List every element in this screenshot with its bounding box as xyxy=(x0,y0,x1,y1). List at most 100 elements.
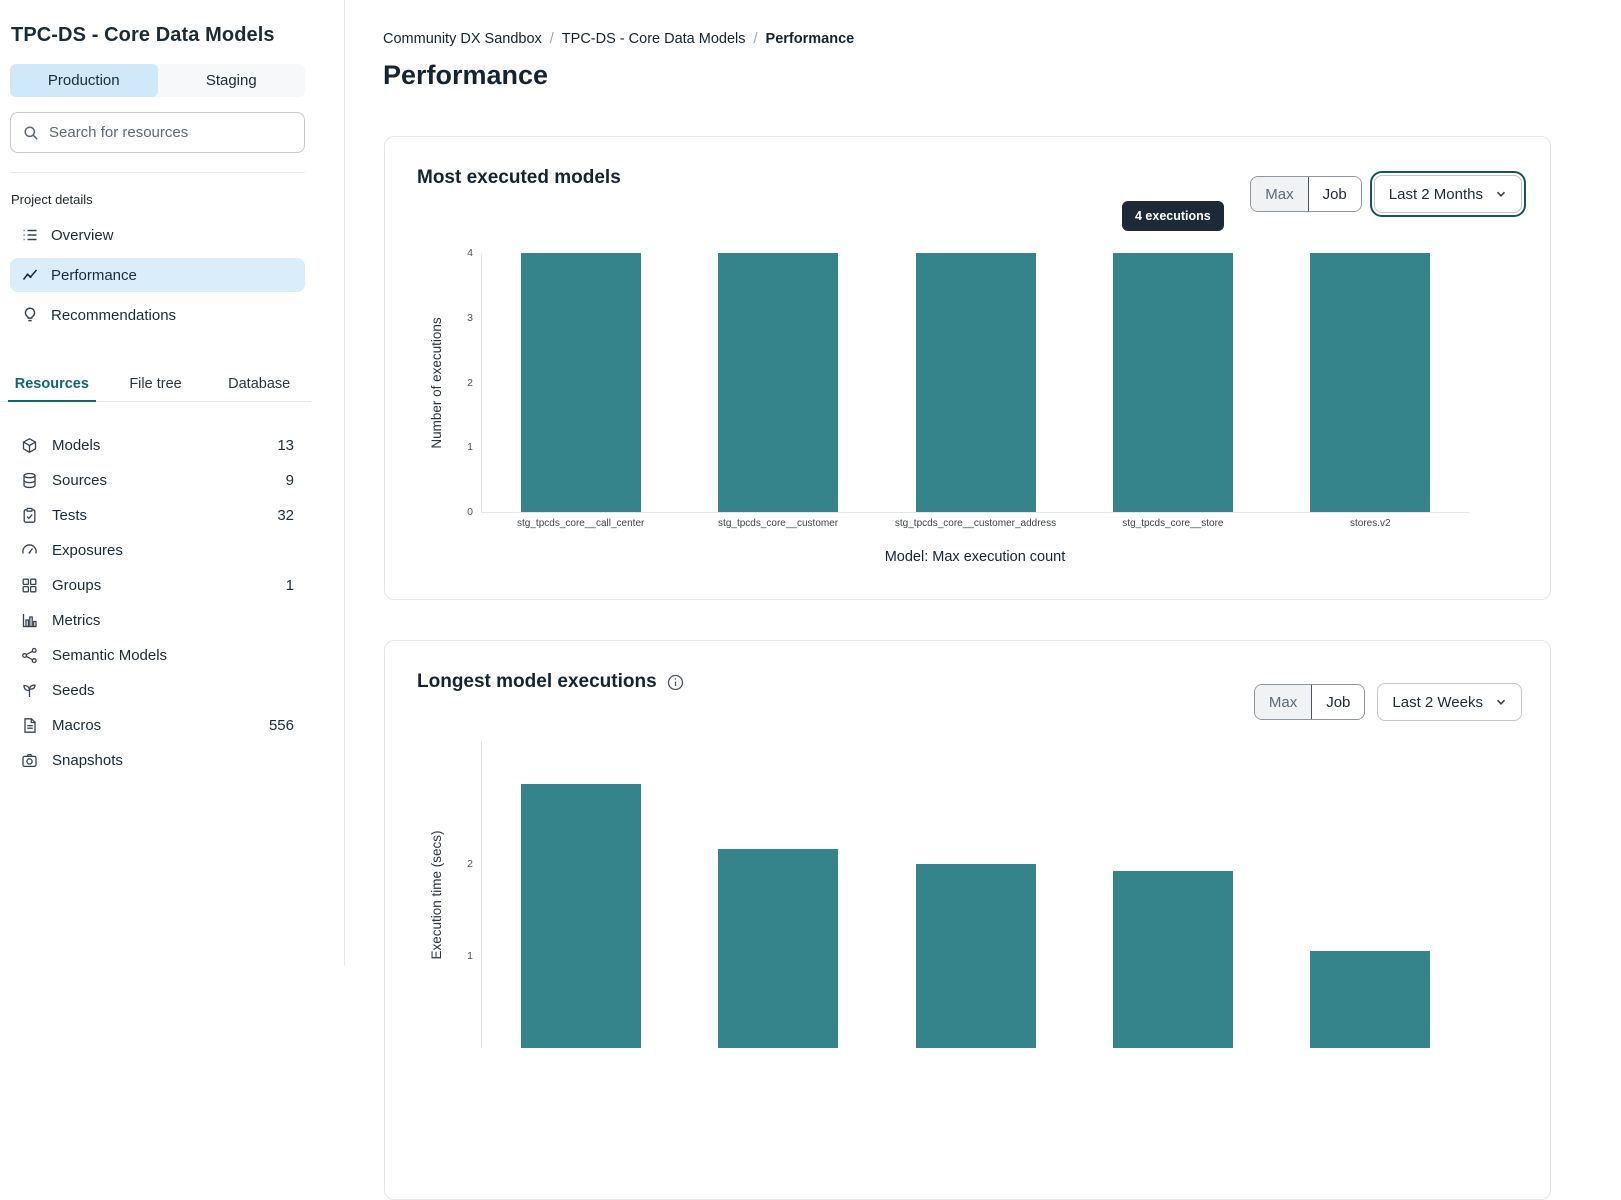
date-range-value: Last 2 Weeks xyxy=(1392,693,1483,711)
tab-resources[interactable]: Resources xyxy=(0,367,104,402)
bar-col-1[interactable] xyxy=(520,783,641,1048)
max-job-toggle: Max Job xyxy=(1250,176,1362,212)
breadcrumb-separator: / xyxy=(549,31,554,47)
y-tick-label: 3 xyxy=(467,311,473,324)
resource-label: Groups xyxy=(52,577,102,594)
info-icon[interactable] xyxy=(667,674,684,691)
share-nodes-icon xyxy=(21,647,38,664)
gauge-icon xyxy=(21,542,38,559)
sidebar-item-label: Recommendations xyxy=(51,306,177,324)
resource-label: Tests xyxy=(52,507,88,524)
sidebar-item-performance[interactable]: Performance xyxy=(10,258,305,292)
max-button[interactable]: Max xyxy=(1251,177,1308,211)
x-tick-label: stores.v2 xyxy=(1350,518,1391,529)
x-tick-label: stg_tpcds_core__customer_address xyxy=(894,518,1057,529)
resource-count: 556 xyxy=(268,717,294,734)
x-tick-label: stg_tpcds_core__store xyxy=(1122,518,1224,529)
file-icon xyxy=(21,717,38,734)
breadcrumb: Community DX Sandbox / TPC-DS - Core Dat… xyxy=(383,31,854,47)
bar-stg_tpcds_core__call_center[interactable] xyxy=(520,253,641,512)
sidebar-item-overview[interactable]: Overview xyxy=(10,218,305,252)
bar-col-2[interactable] xyxy=(718,849,839,1048)
bar-col-3[interactable] xyxy=(915,864,1036,1048)
main-content: Community DX Sandbox / TPC-DS - Core Dat… xyxy=(346,0,1621,1200)
bar-stg_tpcds_core__customer_address[interactable] xyxy=(915,253,1036,512)
list-icon xyxy=(21,226,39,244)
most-executed-models-card: Most executed models Max Job Last 2 Mont… xyxy=(384,136,1551,600)
y-tick-label: 0 xyxy=(467,506,473,518)
x-tick-label: stg_tpcds_core__call_center xyxy=(517,518,645,529)
sidebar-item-label: Overview xyxy=(51,226,114,244)
resource-tabs: Resources File tree Database xyxy=(0,367,311,402)
sprout-icon xyxy=(21,682,38,699)
most-executed-models-chart: stg_tpcds_core__call_center stg_tpcds_cor… xyxy=(429,247,1469,529)
project-details-label: Project details xyxy=(11,192,93,207)
resource-label: Sources xyxy=(52,472,108,489)
tab-database[interactable]: Database xyxy=(228,376,291,392)
sidebar-divider xyxy=(10,172,305,173)
resource-count: 13 xyxy=(277,437,294,454)
sidebar-item-recommendations[interactable]: Recommendations xyxy=(10,298,305,332)
max-job-toggle: Max Job xyxy=(1253,684,1366,720)
lightbulb-icon xyxy=(21,306,39,324)
search-icon xyxy=(23,125,39,141)
chart-line-icon xyxy=(21,266,39,284)
bar-col-4[interactable] xyxy=(1112,871,1233,1048)
clipboard-icon xyxy=(21,507,38,524)
environment-tabs: Production Staging xyxy=(10,64,305,97)
max-button[interactable]: Max xyxy=(1254,685,1312,719)
y-axis-title: Number of executions xyxy=(429,317,444,449)
bar-stg_tpcds_core__store[interactable] xyxy=(1112,253,1233,512)
resource-search[interactable] xyxy=(10,112,305,153)
resource-label: Metrics xyxy=(52,612,101,629)
x-axis-title: Model: Max execution count xyxy=(884,549,1066,565)
bar-chart-icon xyxy=(21,612,38,629)
project-nav: Overview Performance Recommendations xyxy=(10,218,305,332)
project-title: TPC-DS - Core Data Models xyxy=(11,24,275,46)
resource-count: 1 xyxy=(285,577,294,594)
breadcrumb-account[interactable]: Community DX Sandbox xyxy=(383,31,542,47)
y-tick-label: 1 xyxy=(467,441,473,454)
sidebar: TPC-DS - Core Data Models Production Sta… xyxy=(0,0,345,966)
sidebar-item-seeds[interactable]: Seeds xyxy=(10,673,305,708)
sidebar-item-macros[interactable]: Macros 556 xyxy=(10,708,305,743)
job-button[interactable]: Job xyxy=(1311,685,1365,719)
cube-icon xyxy=(21,437,38,454)
date-range-select[interactable]: Last 2 Months xyxy=(1369,171,1527,217)
camera-icon xyxy=(21,752,38,769)
tab-staging[interactable]: Staging xyxy=(158,64,306,97)
bar-tooltip: 4 executions xyxy=(1122,201,1224,231)
date-range-value: Last 2 Months xyxy=(1388,185,1483,203)
job-button[interactable]: Job xyxy=(1307,177,1361,211)
breadcrumb-project[interactable]: TPC-DS - Core Data Models xyxy=(561,31,746,47)
resource-label: Exposures xyxy=(52,542,123,559)
breadcrumb-current: Performance xyxy=(765,31,855,47)
breadcrumb-separator: / xyxy=(753,31,758,47)
sidebar-item-sources[interactable]: Sources 9 xyxy=(10,463,305,498)
sidebar-item-tests[interactable]: Tests 32 xyxy=(10,498,305,533)
database-icon xyxy=(21,472,38,489)
y-axis-title: Execution time (secs) xyxy=(429,829,444,960)
sidebar-item-models[interactable]: Models 13 xyxy=(10,428,305,463)
sidebar-item-snapshots[interactable]: Snapshots xyxy=(10,743,305,778)
date-range-select[interactable]: Last 2 Weeks xyxy=(1377,683,1522,721)
resource-label: Macros xyxy=(52,717,102,734)
page-title: Performance xyxy=(383,60,549,90)
card-title: Most executed models xyxy=(417,167,621,188)
sidebar-item-exposures[interactable]: Exposures xyxy=(10,533,305,568)
sidebar-item-semantic-models[interactable]: Semantic Models xyxy=(10,638,305,673)
y-tick-label: 2 xyxy=(467,376,473,389)
card-title: Longest model executions xyxy=(417,671,657,692)
bar-stg_tpcds_core__customer[interactable] xyxy=(718,253,839,512)
resource-count: 9 xyxy=(285,472,294,489)
sidebar-item-groups[interactable]: Groups 1 xyxy=(10,568,305,603)
bar-stores.v2[interactable] xyxy=(1310,253,1431,512)
tab-production[interactable]: Production xyxy=(10,64,158,97)
resource-list: Models 13 Sources 9 Tests 32 Exposures Groups 1 M… xyxy=(10,428,305,778)
chevron-down-icon xyxy=(1495,188,1507,200)
tab-file-tree[interactable]: File tree xyxy=(129,376,182,392)
sidebar-item-metrics[interactable]: Metrics xyxy=(10,603,305,638)
grid-icon xyxy=(21,577,38,594)
search-input[interactable] xyxy=(49,124,279,141)
sidebar-item-label: Performance xyxy=(51,266,137,284)
